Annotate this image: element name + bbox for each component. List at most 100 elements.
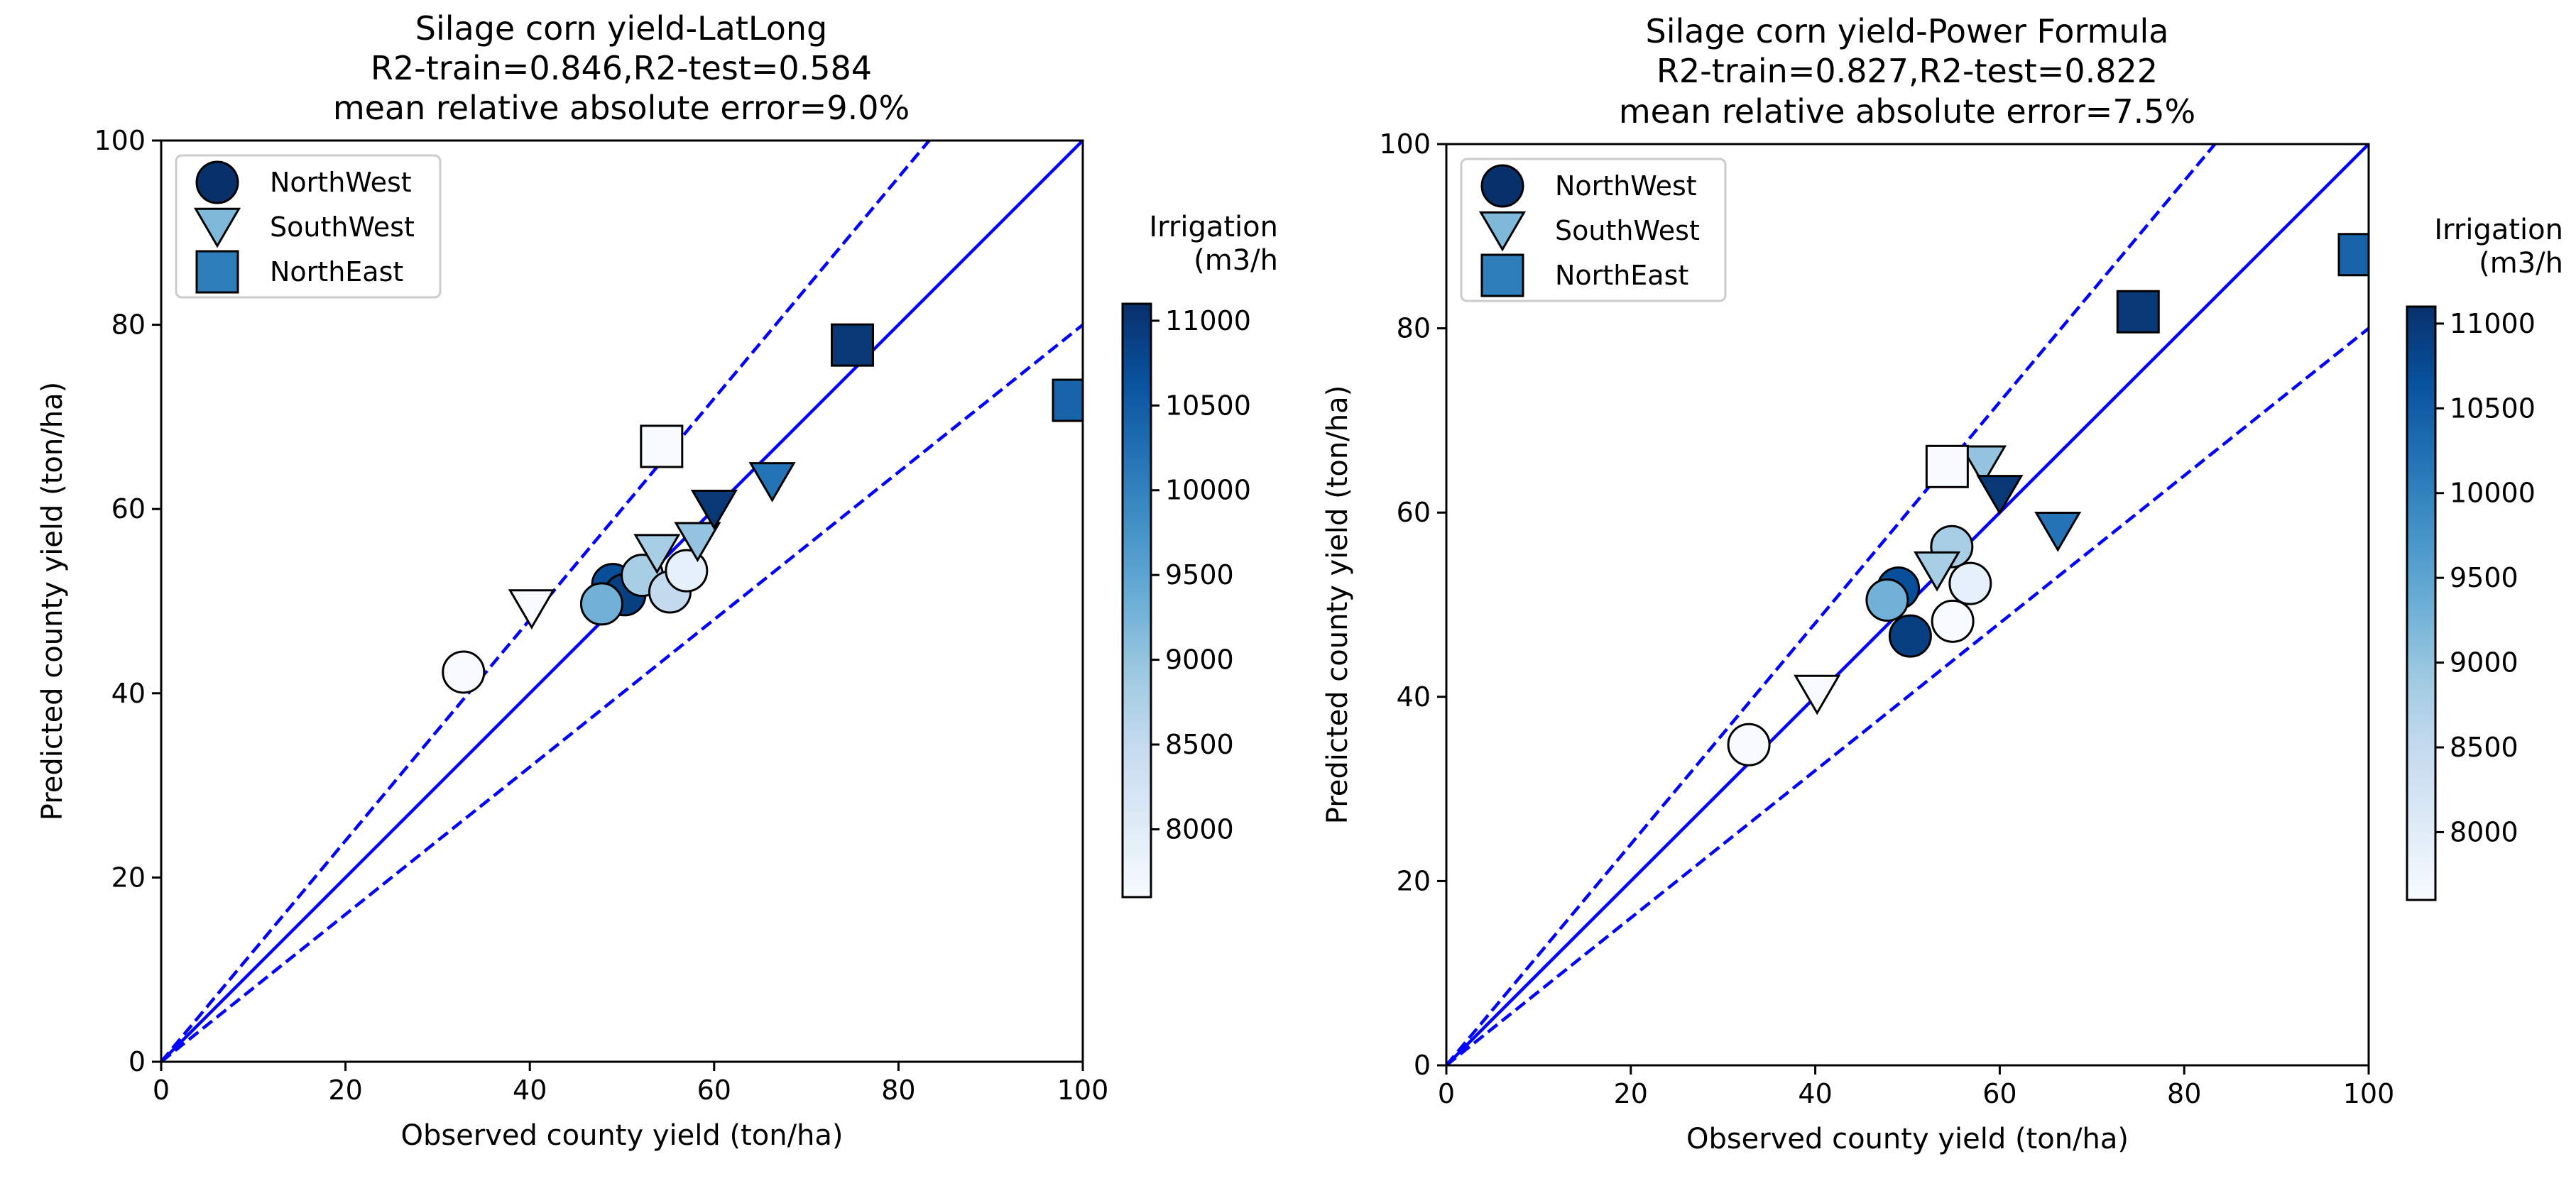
data-point-southwest [508, 589, 555, 630]
colorbar-tick-label: 8000 [1165, 813, 1234, 845]
x-tick-label: 60 [697, 1075, 731, 1106]
data-point-northeast [1052, 378, 1083, 422]
data-point-northeast [2337, 233, 2369, 277]
colorbar-tick-label: 9000 [2450, 647, 2518, 679]
data-point-southwest [633, 534, 681, 575]
data-point-southwest [1976, 475, 2024, 515]
x-tick-label: 100 [1057, 1075, 1109, 1106]
chart-panel-power-formula: Silage corn yield-Power FormulaR2-train=… [1321, 12, 2563, 1155]
legend: NorthWest SouthWest NorthEast [1460, 158, 1727, 302]
legend-marker-northwest [1480, 164, 1524, 208]
y-tick-label: 100 [94, 125, 146, 156]
y-tick-label: 20 [1397, 865, 1431, 896]
colorbar-gradient [1121, 302, 1152, 899]
x-axis-label: Observed county yield (ton/ha) [1686, 1123, 2129, 1155]
data-point-northwest [1727, 723, 1771, 767]
colorbar-tick-label: 10000 [1165, 475, 1251, 506]
chart-title-line: R2-train=0.827,R2-test=0.822 [1657, 52, 2158, 90]
legend-marker-northeast [1480, 253, 1524, 297]
data-point-northeast [831, 323, 874, 367]
legend-label: NorthEast [1555, 260, 1688, 291]
data-point-northwest [442, 650, 486, 694]
colorbar-label: (m3/h [1194, 244, 1278, 277]
colorbar-tick-label: 8500 [2450, 732, 2518, 763]
y-tick-label: 80 [1397, 313, 1431, 344]
y-axis-label: Predicted county yield (ton/ha) [1321, 385, 1354, 824]
data-point-southwest [674, 522, 721, 563]
legend-label: SouthWest [270, 212, 415, 243]
y-tick-label: 60 [1397, 497, 1431, 528]
chart-title-line: Silage corn yield-Power Formula [1646, 12, 2169, 50]
y-tick-label: 60 [111, 493, 146, 524]
legend-marker-southwest [193, 207, 241, 248]
data-point-northwest [1948, 561, 1992, 605]
legend-label: NorthWest [1555, 170, 1697, 202]
reference-line-dashed [1446, 326, 2369, 1065]
colorbar-tick-label: 10500 [2450, 392, 2536, 424]
legend: NorthWest SouthWest NorthEast [175, 154, 442, 299]
colorbar-gradient [2406, 305, 2437, 901]
x-tick-label: 80 [2167, 1078, 2201, 1109]
y-tick-label: 40 [111, 678, 146, 709]
colorbar-tick-label: 9500 [2450, 562, 2518, 593]
x-tick-label: 40 [1798, 1078, 1832, 1109]
data-point-northwest [1888, 614, 1932, 658]
chart-title-line: Silage corn yield-LatLong [415, 9, 827, 48]
chart-title-line: mean relative absolute error=9.0% [333, 89, 910, 127]
legend-label: NorthEast [270, 256, 403, 287]
chart-title-line: R2-train=0.846,R2-test=0.584 [371, 49, 872, 87]
chart-title-line: mean relative absolute error=7.5% [1619, 92, 2195, 131]
x-axis-label: Observed county yield (ton/ha) [400, 1119, 843, 1152]
y-tick-label: 40 [1397, 681, 1431, 713]
data-point-northeast [1925, 444, 1969, 488]
axes-frame [1445, 143, 2370, 1067]
colorbar-tick-label: 11000 [2450, 308, 2536, 339]
colorbar-tick-label: 9000 [1165, 644, 1234, 676]
x-tick-label: 80 [881, 1075, 915, 1106]
colorbar-tick-label: 9500 [1165, 559, 1234, 590]
legend-box [175, 154, 442, 299]
x-tick-label: 60 [1982, 1078, 2016, 1109]
colorbar-label: (m3/h [2479, 247, 2563, 280]
chart-panel-latlong: Silage corn yield-LatLongR2-train=0.846,… [36, 9, 1278, 1152]
data-point-southwest [748, 462, 796, 502]
y-axis-label: Predicted county yield (ton/ha) [36, 382, 69, 820]
x-tick-label: 100 [2343, 1078, 2395, 1109]
y-tick-label: 0 [129, 1046, 146, 1077]
plot-area [161, 141, 1083, 1062]
x-tick-label: 20 [328, 1075, 362, 1106]
legend-label: SouthWest [1555, 215, 1700, 246]
data-point-southwest [1794, 674, 1841, 715]
y-tick-label: 80 [111, 309, 146, 341]
colorbar: 8000 8500 9000 9500 10000 10500 11000 Irrigatio… [1121, 211, 1278, 899]
data-point-southwest [1959, 445, 2007, 486]
data-point-southwest [690, 490, 738, 530]
legend-marker-northwest [195, 160, 239, 204]
reference-line-dashed [161, 323, 1083, 1062]
data-point-northwest [1931, 599, 1975, 643]
data-point-northwest [1865, 578, 1909, 622]
data-point-northeast [640, 424, 684, 468]
x-tick-label: 0 [153, 1075, 170, 1106]
data-point-northwest [579, 582, 623, 626]
colorbar-label: Irrigation [1149, 211, 1278, 243]
colorbar-tick-label: 8500 [1165, 729, 1234, 760]
x-tick-label: 20 [1614, 1078, 1648, 1109]
axes-frame [160, 139, 1084, 1063]
colorbar-tick-label: 8000 [2450, 816, 2518, 847]
data-point-northeast [2116, 290, 2160, 334]
data-point-southwest [1914, 551, 1961, 592]
legend-marker-southwest [1478, 211, 1527, 252]
colorbar-tick-label: 11000 [1165, 305, 1251, 336]
y-tick-label: 0 [1414, 1050, 1431, 1081]
y-tick-label: 100 [1379, 128, 1431, 160]
y-tick-label: 20 [111, 862, 146, 893]
colorbar-tick-label: 10000 [2450, 478, 2536, 509]
colorbar: 8000 8500 9000 9500 10000 10500 11000 Irrigatio… [2406, 214, 2563, 901]
legend-label: NorthWest [270, 167, 412, 198]
data-point-southwest [2034, 512, 2082, 552]
x-tick-label: 40 [513, 1075, 547, 1106]
x-tick-label: 0 [1438, 1078, 1455, 1109]
legend-marker-northeast [195, 250, 239, 294]
